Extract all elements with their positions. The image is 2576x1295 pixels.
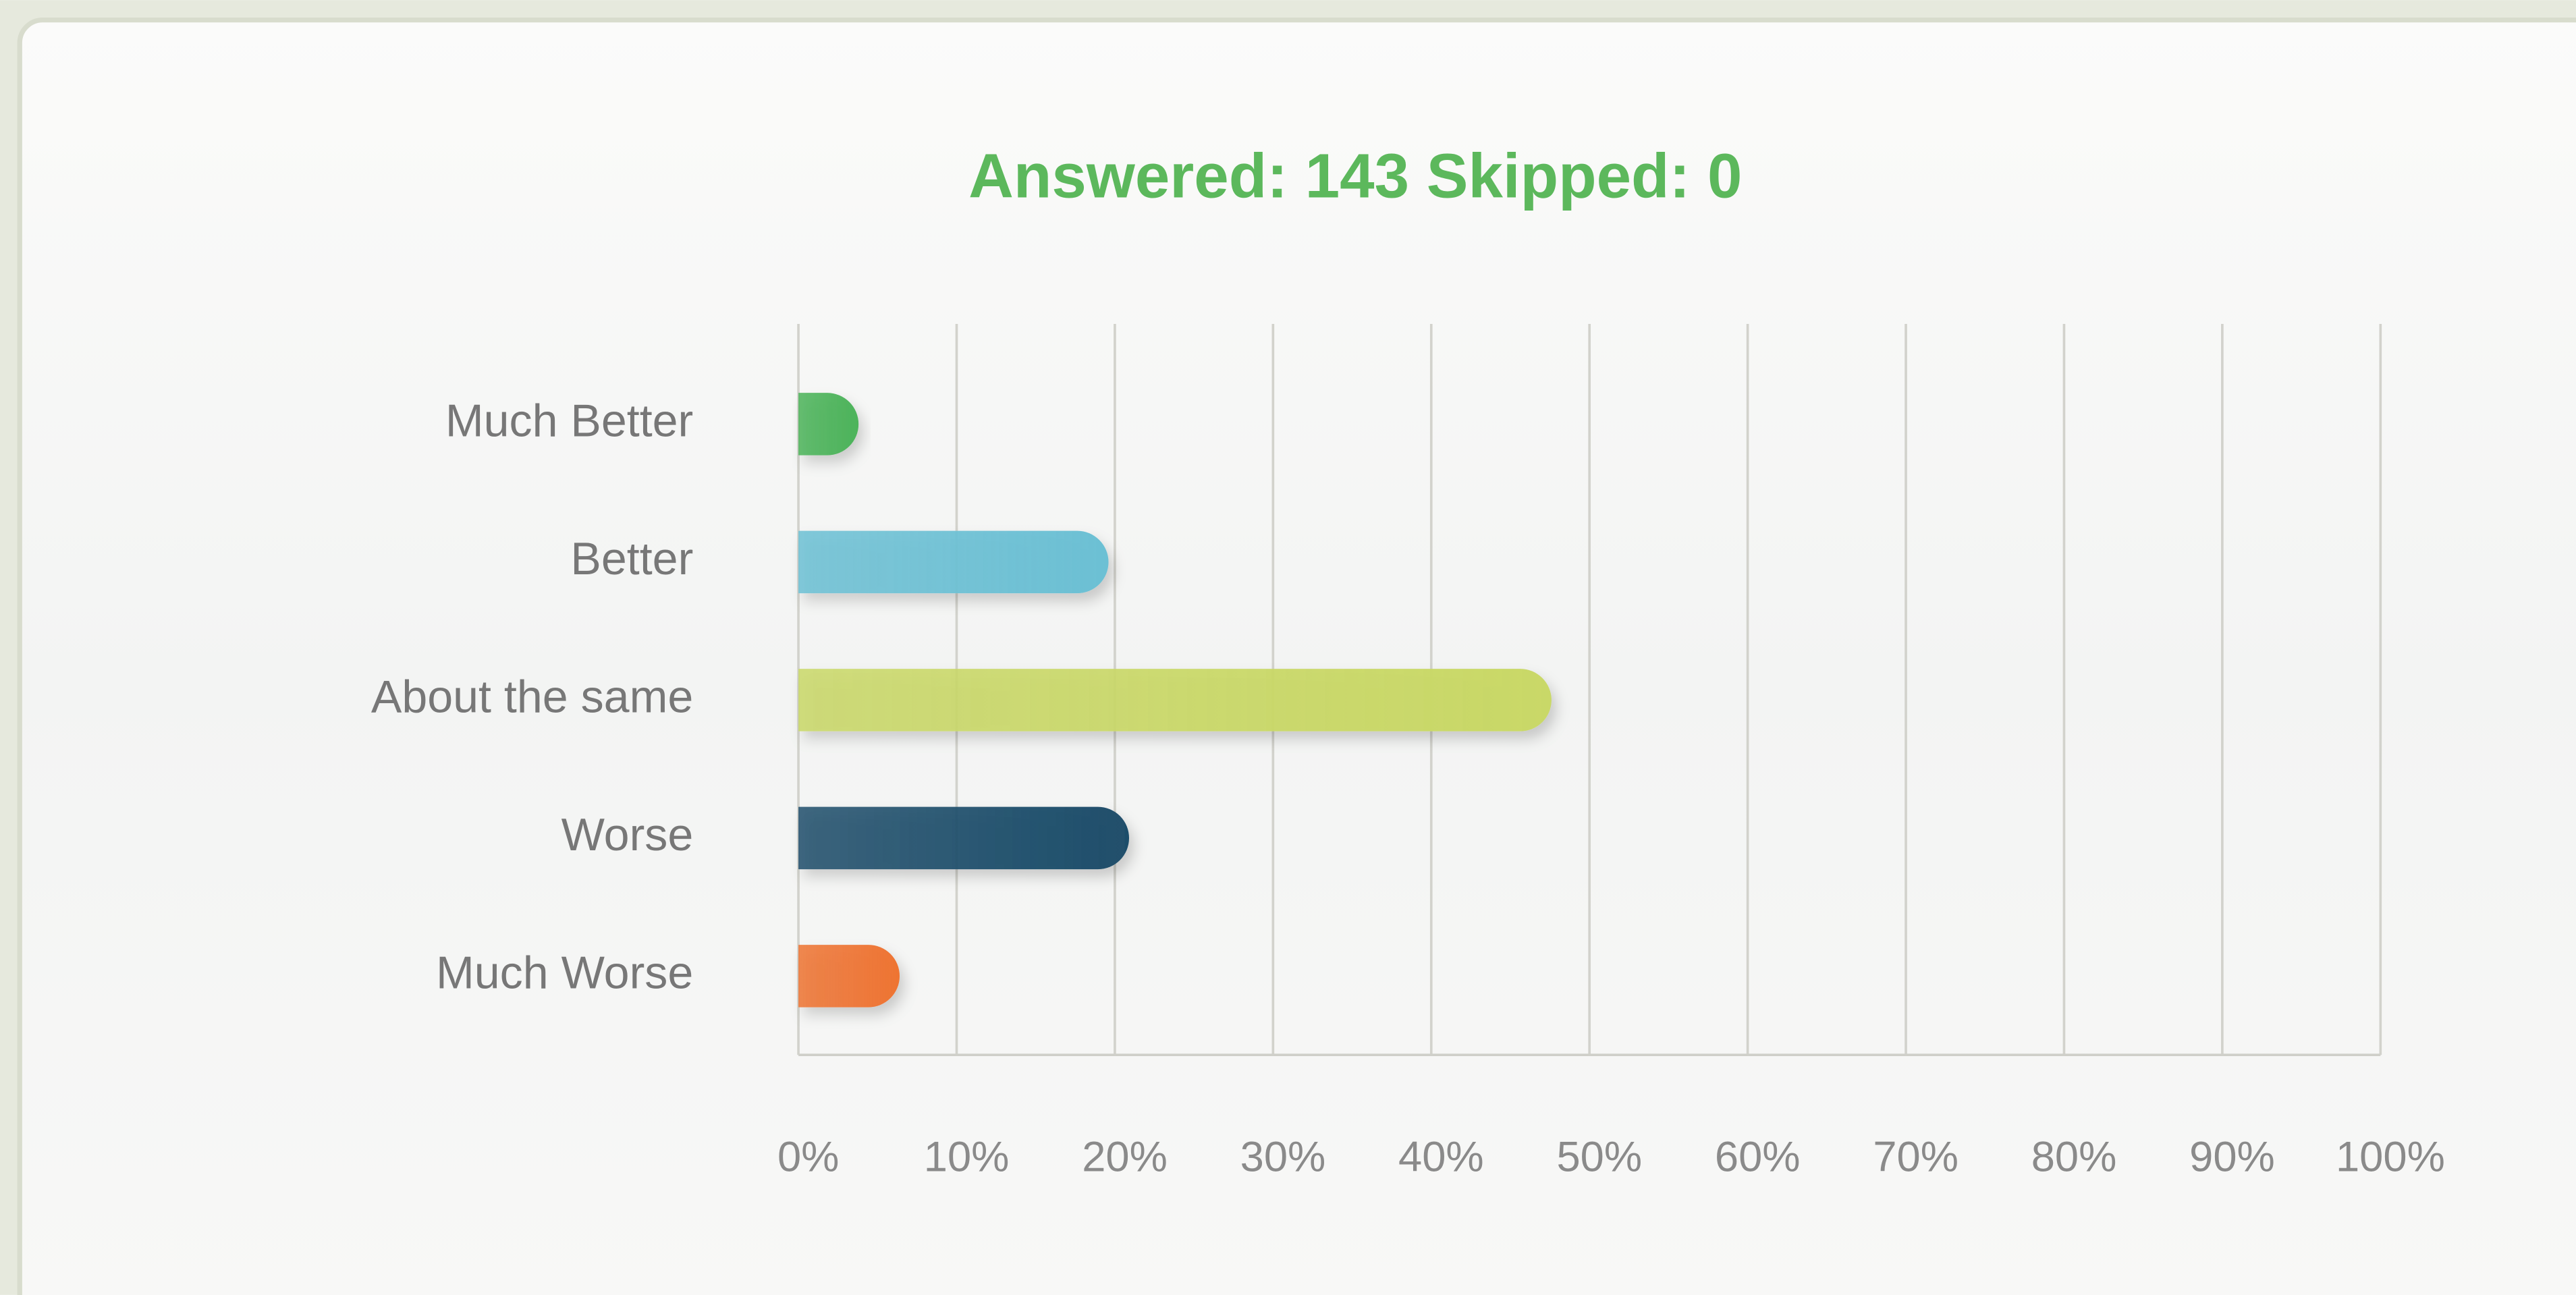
y-tick-label: Better [570, 533, 693, 584]
x-tick-label: 80% [2031, 1134, 2117, 1181]
bar [798, 806, 1130, 870]
x-tick-label: 60% [1715, 1134, 1801, 1181]
y-tick-label: Much Better [445, 395, 693, 446]
x-tick-label: 0% [777, 1134, 839, 1181]
chart-title: Answered: 143 Skipped: 0 [968, 141, 1742, 211]
x-tick-label: 50% [1556, 1134, 1642, 1181]
x-tick-label: 10% [924, 1134, 1010, 1181]
bar [798, 530, 1109, 594]
bar [798, 945, 900, 1008]
y-tick-label: Worse [561, 809, 694, 860]
x-tick-label: 70% [1873, 1134, 1958, 1181]
x-tick-label: 40% [1398, 1134, 1484, 1181]
y-tick-label: Much Worse [436, 947, 693, 998]
bar [798, 669, 1552, 732]
x-tick-label: 100% [2336, 1134, 2445, 1181]
x-tick-label: 30% [1240, 1134, 1326, 1181]
x-tick-label: 20% [1082, 1134, 1168, 1181]
x-tick-label: 90% [2189, 1134, 2275, 1181]
card [17, 17, 2576, 1295]
y-tick-label: About the same [371, 671, 693, 722]
bar [798, 393, 859, 456]
